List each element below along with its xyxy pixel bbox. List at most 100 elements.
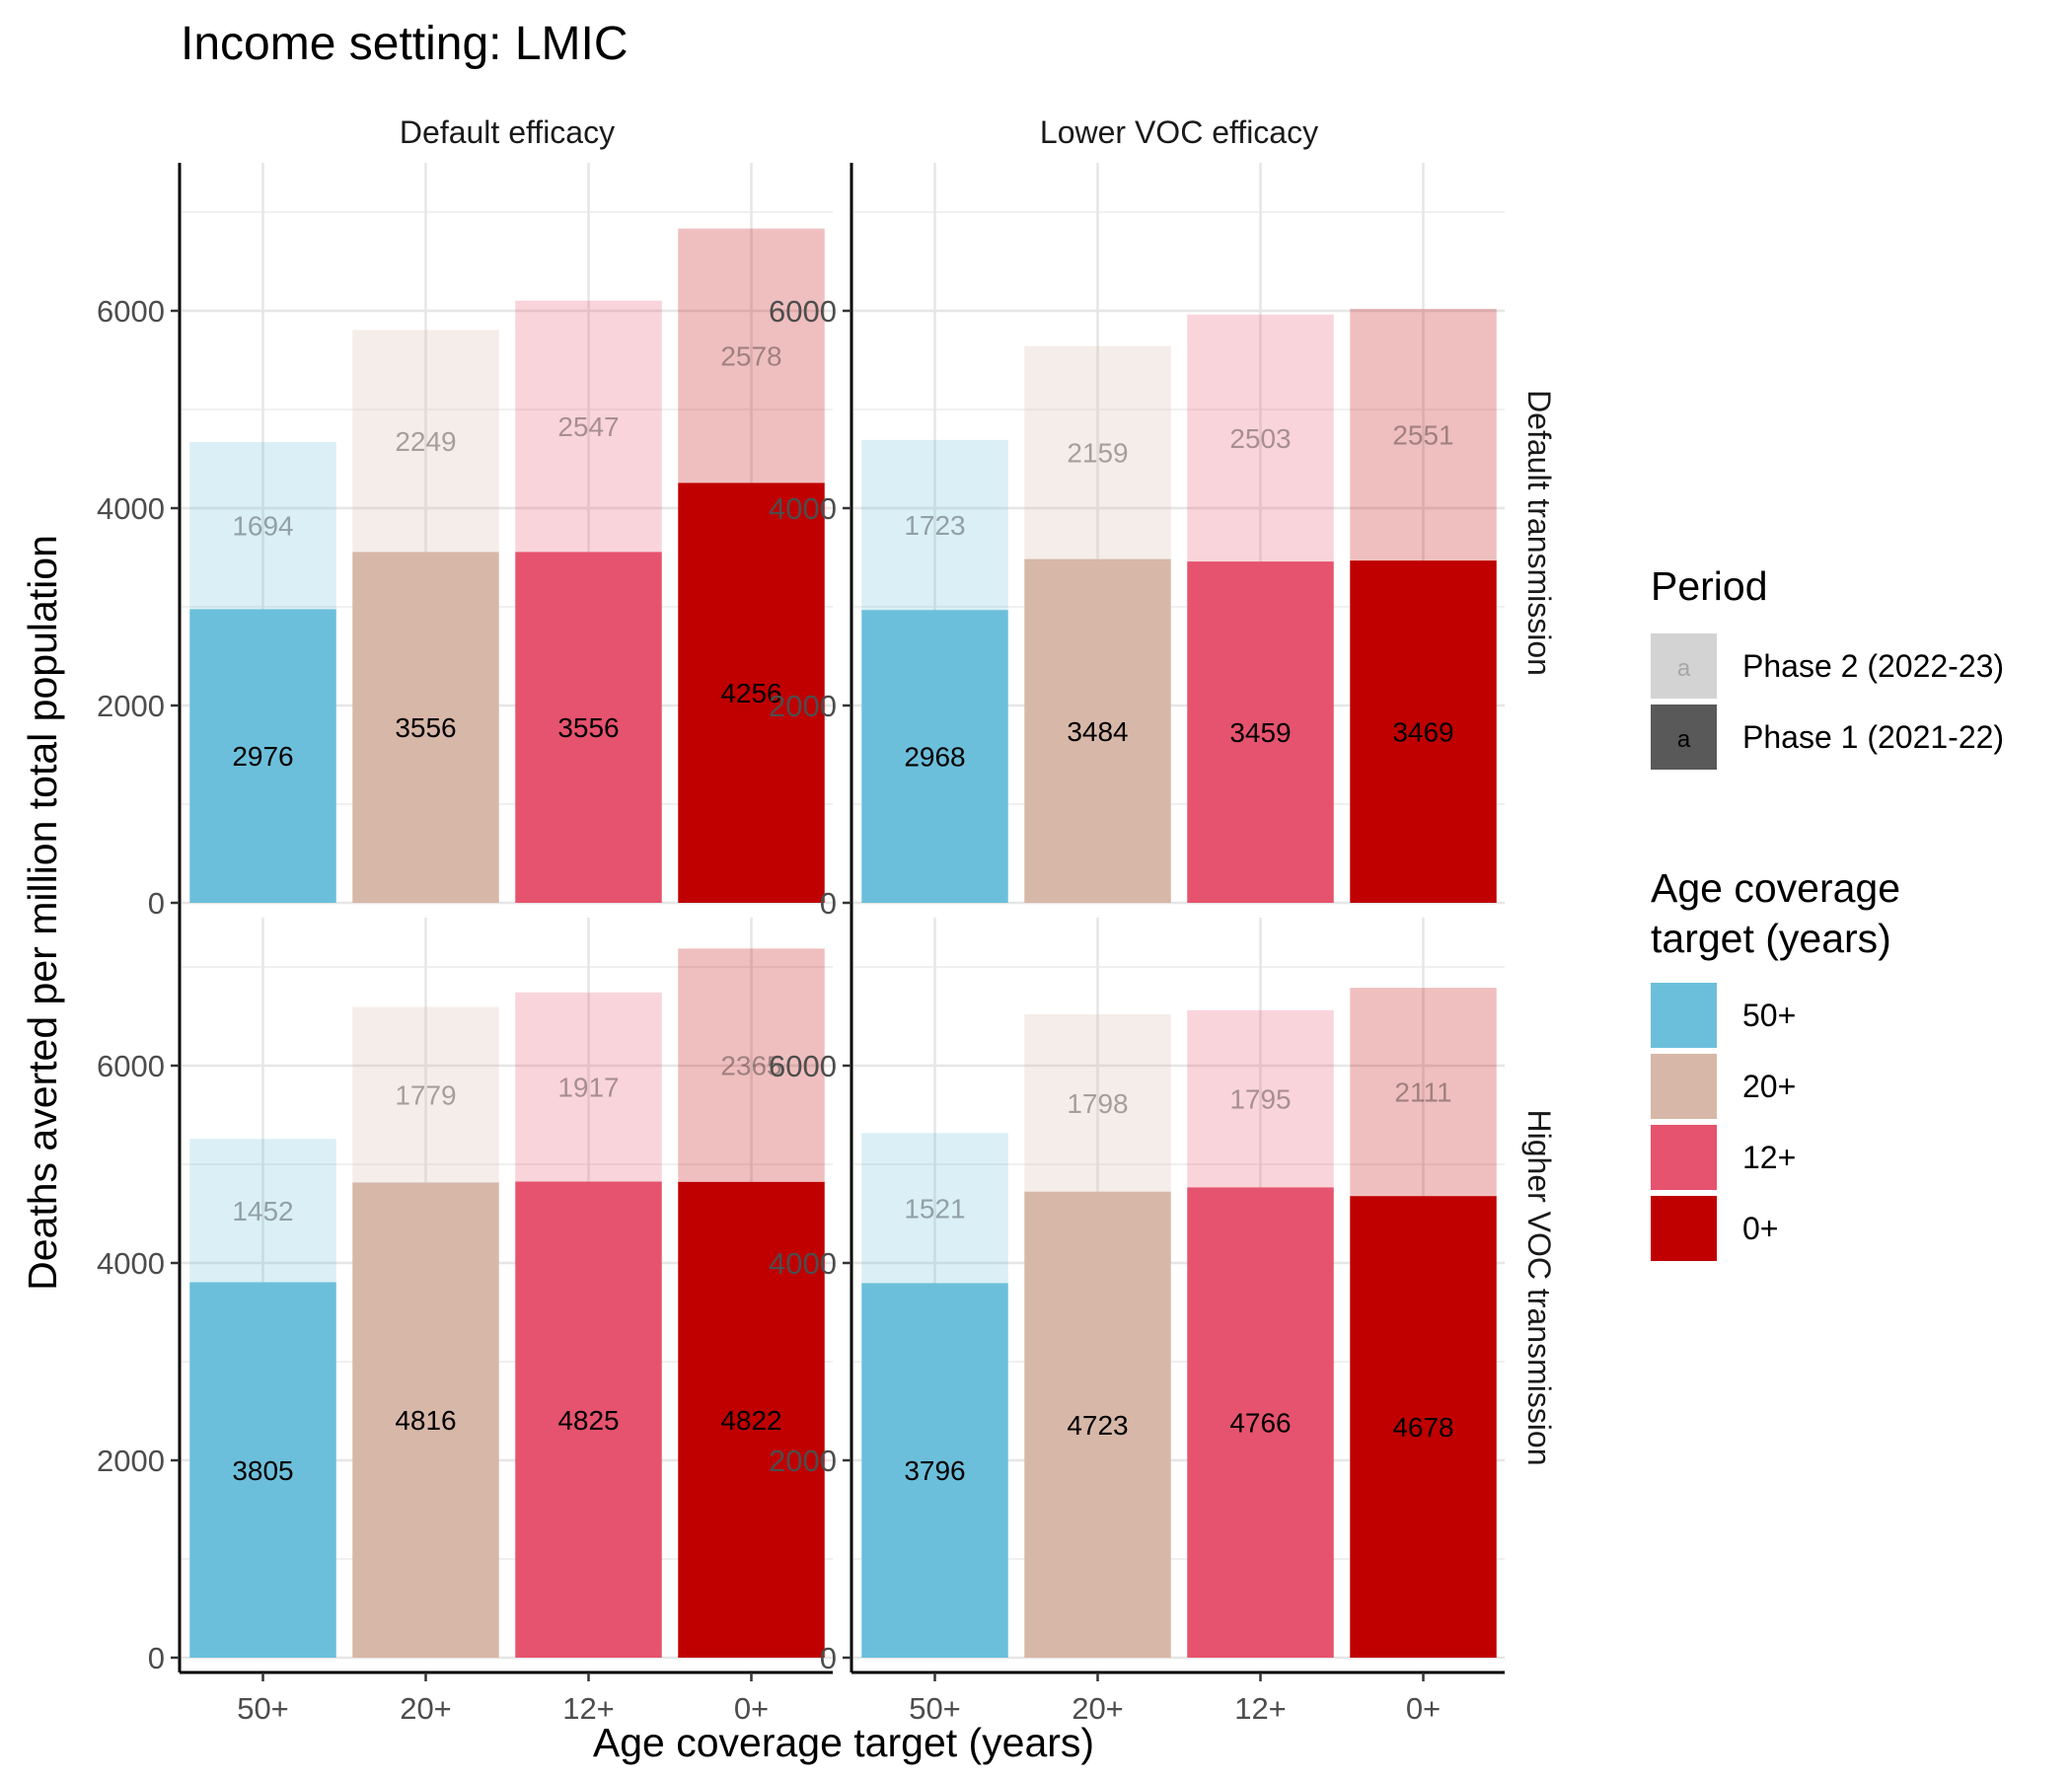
x-tick-label: 20+ bbox=[400, 1691, 452, 1726]
bar-phase1 bbox=[515, 552, 662, 903]
data-label-phase2: 2249 bbox=[395, 426, 456, 457]
y-tick-label: 2000 bbox=[769, 1444, 837, 1478]
data-label-phase2: 2159 bbox=[1067, 438, 1128, 469]
data-label-phase2: 1723 bbox=[904, 510, 965, 541]
legend-label-period: Phase 1 (2021-22) bbox=[1742, 719, 2004, 755]
data-label-phase1: 4256 bbox=[720, 678, 781, 708]
bar-phase1 bbox=[189, 609, 336, 903]
data-label-phase2: 1917 bbox=[557, 1073, 619, 1103]
data-label-phase1: 3484 bbox=[1067, 716, 1128, 747]
y-tick-label: 2000 bbox=[769, 689, 837, 723]
data-label-phase1: 4723 bbox=[1067, 1410, 1128, 1441]
facet-panel: 2976 1694 3556 2249 3556 2547 4256 2578 0 2000 400… bbox=[97, 114, 833, 921]
bar-phase2 bbox=[1350, 309, 1497, 561]
legend-key-age bbox=[1651, 983, 1717, 1048]
data-label-phase1: 3556 bbox=[557, 712, 619, 743]
bar-phase2 bbox=[678, 948, 825, 1182]
bar-phase1 bbox=[861, 610, 1008, 903]
bar-phase2 bbox=[515, 992, 662, 1182]
column-facet-label: Lower VOC efficacy bbox=[1040, 114, 1318, 150]
data-label-phase1: 3805 bbox=[232, 1455, 293, 1486]
bar-phase1 bbox=[1187, 1187, 1334, 1658]
y-tick-label: 0 bbox=[820, 1641, 837, 1675]
data-label-phase2: 2111 bbox=[1394, 1077, 1451, 1108]
bar-phase2 bbox=[515, 300, 662, 553]
bar-phase2 bbox=[1350, 988, 1497, 1197]
legend-key-period bbox=[1651, 705, 1717, 770]
data-label-phase2: 1521 bbox=[904, 1193, 965, 1224]
data-label-phase2: 2547 bbox=[557, 411, 619, 442]
x-axis-title: Age coverage target (years) bbox=[593, 1720, 1094, 1765]
y-tick-label: 6000 bbox=[769, 1049, 837, 1083]
bar-phase2 bbox=[861, 439, 1008, 611]
x-tick-label: 12+ bbox=[562, 1691, 615, 1726]
y-tick-label: 2000 bbox=[97, 1444, 165, 1478]
facet-panel: 3796 1521 4723 1798 4766 1795 4678 2111 0 2000 400… bbox=[769, 918, 1557, 1726]
data-label-phase1: 4766 bbox=[1229, 1408, 1291, 1439]
bar-phase1 bbox=[515, 1181, 662, 1658]
data-label-phase1: 2968 bbox=[904, 742, 965, 773]
data-label-phase2: 1795 bbox=[1229, 1084, 1291, 1115]
y-tick-label: 4000 bbox=[769, 491, 837, 526]
data-label-phase1: 4816 bbox=[395, 1405, 456, 1436]
facet-panel: 3805 1452 4816 1779 4825 1917 4822 2365 0 2000 400… bbox=[97, 918, 833, 1726]
data-label-phase1: 3556 bbox=[395, 712, 456, 743]
legend-title-age: Age coverage bbox=[1651, 865, 1900, 911]
bar-phase1 bbox=[1024, 558, 1171, 903]
data-label-phase2: 2503 bbox=[1229, 423, 1291, 454]
bar-phase2 bbox=[1187, 1009, 1334, 1188]
chart-title: Income setting: LMIC bbox=[181, 18, 629, 70]
legend: Period a Phase 2 (2022-23) a Phase 1 (2021-2… bbox=[1651, 563, 2004, 1261]
data-label-phase1: 3469 bbox=[1392, 717, 1453, 748]
data-label-phase1: 3459 bbox=[1229, 717, 1291, 748]
legend-key-glyph: a bbox=[1677, 726, 1691, 753]
row-facet-label: Higher VOC transmission bbox=[1521, 1110, 1557, 1466]
legend-key-age bbox=[1651, 1054, 1717, 1119]
bar-phase1 bbox=[678, 482, 825, 903]
data-label-phase1: 4678 bbox=[1392, 1412, 1453, 1443]
data-label-phase2: 1798 bbox=[1067, 1088, 1128, 1119]
y-tick-label: 0 bbox=[148, 886, 165, 921]
y-tick-label: 6000 bbox=[97, 294, 165, 329]
legend-label-age: 20+ bbox=[1742, 1069, 1796, 1104]
legend-key-age bbox=[1651, 1125, 1717, 1190]
legend-key-period bbox=[1651, 633, 1717, 699]
x-tick-label: 20+ bbox=[1072, 1691, 1124, 1726]
row-facet-label: Default transmission bbox=[1521, 390, 1557, 676]
legend-label-age: 12+ bbox=[1742, 1140, 1796, 1175]
y-tick-label: 4000 bbox=[97, 1246, 165, 1281]
data-label-phase1: 3796 bbox=[904, 1455, 965, 1486]
bar-phase1 bbox=[1187, 561, 1334, 903]
x-tick-label: 0+ bbox=[734, 1691, 769, 1726]
data-label-phase1: 2976 bbox=[232, 741, 293, 772]
bar-phase1 bbox=[352, 552, 499, 903]
legend-label-age: 0+ bbox=[1742, 1211, 1778, 1246]
y-tick-label: 0 bbox=[148, 1641, 165, 1675]
data-label-phase2: 1452 bbox=[232, 1196, 293, 1226]
bar-phase2 bbox=[189, 1139, 336, 1283]
data-label-phase2: 2551 bbox=[1392, 420, 1453, 451]
bar-phase1 bbox=[678, 1181, 825, 1658]
x-tick-label: 0+ bbox=[1406, 1691, 1441, 1726]
legend-title-age: target (years) bbox=[1651, 916, 1891, 961]
data-label-phase1: 4825 bbox=[557, 1405, 619, 1436]
legend-label-period: Phase 2 (2022-23) bbox=[1742, 648, 2004, 684]
bar-phase2 bbox=[352, 330, 499, 553]
bar-phase1 bbox=[1350, 1196, 1497, 1658]
y-axis-title: Deaths averted per million total populat… bbox=[20, 535, 65, 1291]
column-facet-label: Default efficacy bbox=[400, 114, 615, 150]
facet-panel: 2968 1723 3484 2159 3459 2503 3469 2551 0 2000 400… bbox=[769, 114, 1557, 921]
facet-panels: 2976 1694 3556 2249 3556 2547 4256 2578 0 2000 400… bbox=[97, 114, 1557, 1726]
legend-label-age: 50+ bbox=[1742, 998, 1796, 1033]
bar-phase2 bbox=[1187, 314, 1334, 562]
data-label-phase2: 2578 bbox=[720, 341, 781, 372]
y-tick-label: 6000 bbox=[769, 294, 837, 329]
legend-key-age bbox=[1651, 1196, 1717, 1261]
bar-phase1 bbox=[352, 1182, 499, 1658]
bar-phase2 bbox=[1024, 1013, 1171, 1192]
bar-phase1 bbox=[1350, 560, 1497, 903]
bar-phase2 bbox=[861, 1133, 1008, 1284]
data-label-phase1: 4822 bbox=[720, 1405, 781, 1436]
